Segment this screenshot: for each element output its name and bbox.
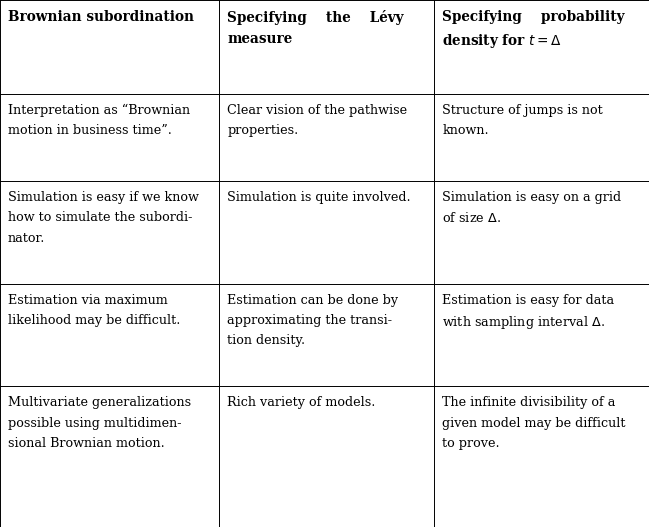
- Text: Specifying    probability: Specifying probability: [442, 10, 625, 24]
- Text: nator.: nator.: [8, 232, 45, 245]
- Text: measure: measure: [227, 32, 293, 46]
- Text: approximating the transi-: approximating the transi-: [227, 314, 393, 327]
- Text: how to simulate the subordi-: how to simulate the subordi-: [8, 211, 192, 224]
- Text: Rich variety of models.: Rich variety of models.: [227, 396, 376, 409]
- Text: likelihood may be difficult.: likelihood may be difficult.: [8, 314, 180, 327]
- Text: Estimation is easy for data: Estimation is easy for data: [442, 294, 615, 307]
- Text: possible using multidimen-: possible using multidimen-: [8, 417, 182, 430]
- Text: motion in business time”.: motion in business time”.: [8, 124, 172, 137]
- Text: Estimation can be done by: Estimation can be done by: [227, 294, 398, 307]
- Text: Interpretation as “Brownian: Interpretation as “Brownian: [8, 104, 190, 117]
- Text: Brownian subordination: Brownian subordination: [8, 10, 194, 24]
- Text: Clear vision of the pathwise: Clear vision of the pathwise: [227, 104, 408, 117]
- Text: known.: known.: [442, 124, 489, 137]
- Text: Simulation is easy on a grid: Simulation is easy on a grid: [442, 191, 621, 204]
- Text: Structure of jumps is not: Structure of jumps is not: [442, 104, 603, 117]
- Text: of size $\Delta$.: of size $\Delta$.: [442, 211, 501, 225]
- Text: tion density.: tion density.: [227, 335, 306, 347]
- Text: Simulation is quite involved.: Simulation is quite involved.: [227, 191, 411, 204]
- Text: to prove.: to prove.: [442, 437, 500, 450]
- Text: properties.: properties.: [227, 124, 299, 137]
- Text: Specifying    the    Lévy: Specifying the Lévy: [227, 10, 404, 25]
- Text: Simulation is easy if we know: Simulation is easy if we know: [8, 191, 199, 204]
- Text: density for $t = \Delta$: density for $t = \Delta$: [442, 32, 562, 50]
- Text: Multivariate generalizations: Multivariate generalizations: [8, 396, 191, 409]
- Text: with sampling interval $\Delta$.: with sampling interval $\Delta$.: [442, 314, 605, 331]
- Text: sional Brownian motion.: sional Brownian motion.: [8, 437, 165, 450]
- Text: Estimation via maximum: Estimation via maximum: [8, 294, 167, 307]
- Text: The infinite divisibility of a: The infinite divisibility of a: [442, 396, 615, 409]
- Text: given model may be difficult: given model may be difficult: [442, 417, 626, 430]
